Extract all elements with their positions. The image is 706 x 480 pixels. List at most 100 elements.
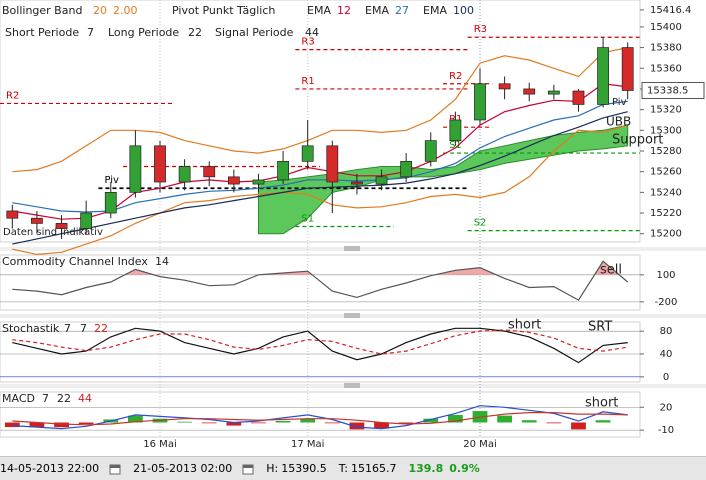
histogram-bar	[251, 422, 266, 424]
legend-text: EMA	[307, 4, 331, 17]
histogram-bar	[423, 418, 439, 423]
candle-body	[301, 145, 314, 162]
pivot-label: S2	[474, 218, 487, 229]
candle-body	[55, 223, 68, 229]
annotation: short	[585, 396, 618, 411]
x-tick-label: 20 Mai	[463, 439, 496, 450]
calendar-icon[interactable]	[109, 463, 121, 475]
pivot-label: R2	[449, 71, 462, 82]
legend-text: 20	[93, 4, 107, 17]
histogram-bar	[275, 420, 291, 423]
panel-param: 22	[57, 392, 71, 405]
annotation: short	[508, 318, 541, 333]
pivot-label: R2	[6, 90, 19, 101]
histogram-bar	[571, 422, 586, 430]
legend-text: 22	[188, 26, 202, 39]
chart: 16 Mai 17 Mai 20 Mai 15200 15220 15240 15260 15…	[0, 0, 706, 450]
pivot-label: R3	[474, 24, 487, 35]
footer: 14-05-2013 22:00 21-05-2013 02:00 H: 153…	[0, 456, 706, 480]
legend-text: 2.00	[113, 4, 138, 17]
calendar-icon[interactable]	[242, 463, 254, 475]
legend-text: Signal Periode	[215, 26, 294, 39]
annotation: Daten sind indikativ	[3, 227, 103, 238]
candle-body	[178, 166, 191, 183]
high-label: H:	[266, 462, 279, 475]
annotation: SRT	[588, 320, 612, 335]
candle-body	[498, 83, 511, 90]
y-tick-label: 15260	[650, 167, 682, 178]
candle-body	[6, 210, 19, 219]
pivot-label: Piv	[104, 175, 119, 186]
panel-title: MACD	[2, 392, 35, 405]
x-tick-label: 17 Mai	[291, 439, 324, 450]
y-tick-label: 15400	[650, 22, 682, 33]
y-tick-label: 15360	[650, 63, 682, 74]
histogram-bar	[128, 415, 143, 423]
cci-line	[12, 260, 629, 301]
histogram-bar	[226, 422, 242, 426]
panel-param: 7	[42, 392, 49, 405]
candle-body	[129, 145, 142, 193]
indicator-line	[12, 405, 628, 430]
y-tick-label: 15240	[650, 187, 682, 198]
histogram-bar	[54, 422, 69, 428]
histogram-bar	[521, 420, 537, 423]
y-tick-label: -200	[655, 297, 678, 308]
histogram-bar	[4, 422, 20, 428]
y-tick-label: 15320	[650, 105, 682, 116]
histogram-bar	[29, 422, 45, 428]
y-tick-label: 20	[660, 402, 673, 413]
end-date: 21-05-2013 02:00	[133, 462, 233, 475]
y-tick-label: 0	[663, 372, 669, 383]
resize-handle[interactable]	[344, 383, 360, 388]
start-date: 14-05-2013 22:00	[0, 462, 100, 475]
histogram-bar	[448, 414, 463, 423]
annotation: Support	[612, 133, 663, 148]
candle-body	[375, 176, 388, 185]
low-value: 15165.7	[350, 462, 397, 475]
candle-body	[474, 83, 486, 121]
annotation: Piv	[612, 97, 627, 108]
panel-param: 14	[155, 255, 169, 268]
candle-body	[252, 179, 265, 185]
y-tick-label: 100	[656, 270, 675, 281]
indicator-line	[12, 412, 628, 426]
panel-frame	[0, 391, 641, 438]
histogram-bar	[497, 415, 512, 423]
y-tick-label: -10	[658, 425, 674, 436]
histogram-bar	[300, 418, 316, 423]
legend-text: Long Periode	[108, 26, 179, 39]
candle-body	[203, 166, 216, 178]
panel-param: 7	[64, 322, 71, 335]
change: 139.8	[408, 462, 444, 475]
histogram-bar	[374, 422, 389, 429]
last-price-box	[641, 81, 705, 99]
legend-text: EMA	[423, 4, 447, 17]
legend-text: Pivot Punkt Täglich	[172, 4, 275, 17]
histogram-bar	[349, 422, 365, 430]
resize-handle[interactable]	[344, 246, 360, 251]
ema-line	[12, 111, 628, 245]
pivot-label: R3	[301, 37, 314, 48]
bollinger-upper	[12, 47, 628, 173]
y-tick-label: 15200	[650, 229, 682, 240]
histogram-bar	[398, 422, 414, 425]
low-label: T:	[338, 462, 348, 475]
candle-body	[424, 140, 437, 162]
legend-text: 100	[453, 4, 474, 17]
panel-title: Stochastik	[2, 322, 60, 335]
pivot-label: R1	[301, 76, 314, 87]
legend-text: EMA	[365, 4, 389, 17]
candle-body	[351, 181, 363, 185]
candle-body	[547, 90, 560, 95]
histogram-bar	[546, 422, 562, 424]
histogram-bar	[78, 422, 94, 425]
resize-handle[interactable]	[344, 313, 360, 318]
panel-param: 22	[94, 322, 108, 335]
annotation: sell	[600, 263, 622, 278]
high-value: 15390.5	[281, 462, 327, 475]
candle-body	[31, 217, 43, 224]
legend-text: 12	[337, 4, 351, 17]
support-area	[257, 124, 629, 235]
